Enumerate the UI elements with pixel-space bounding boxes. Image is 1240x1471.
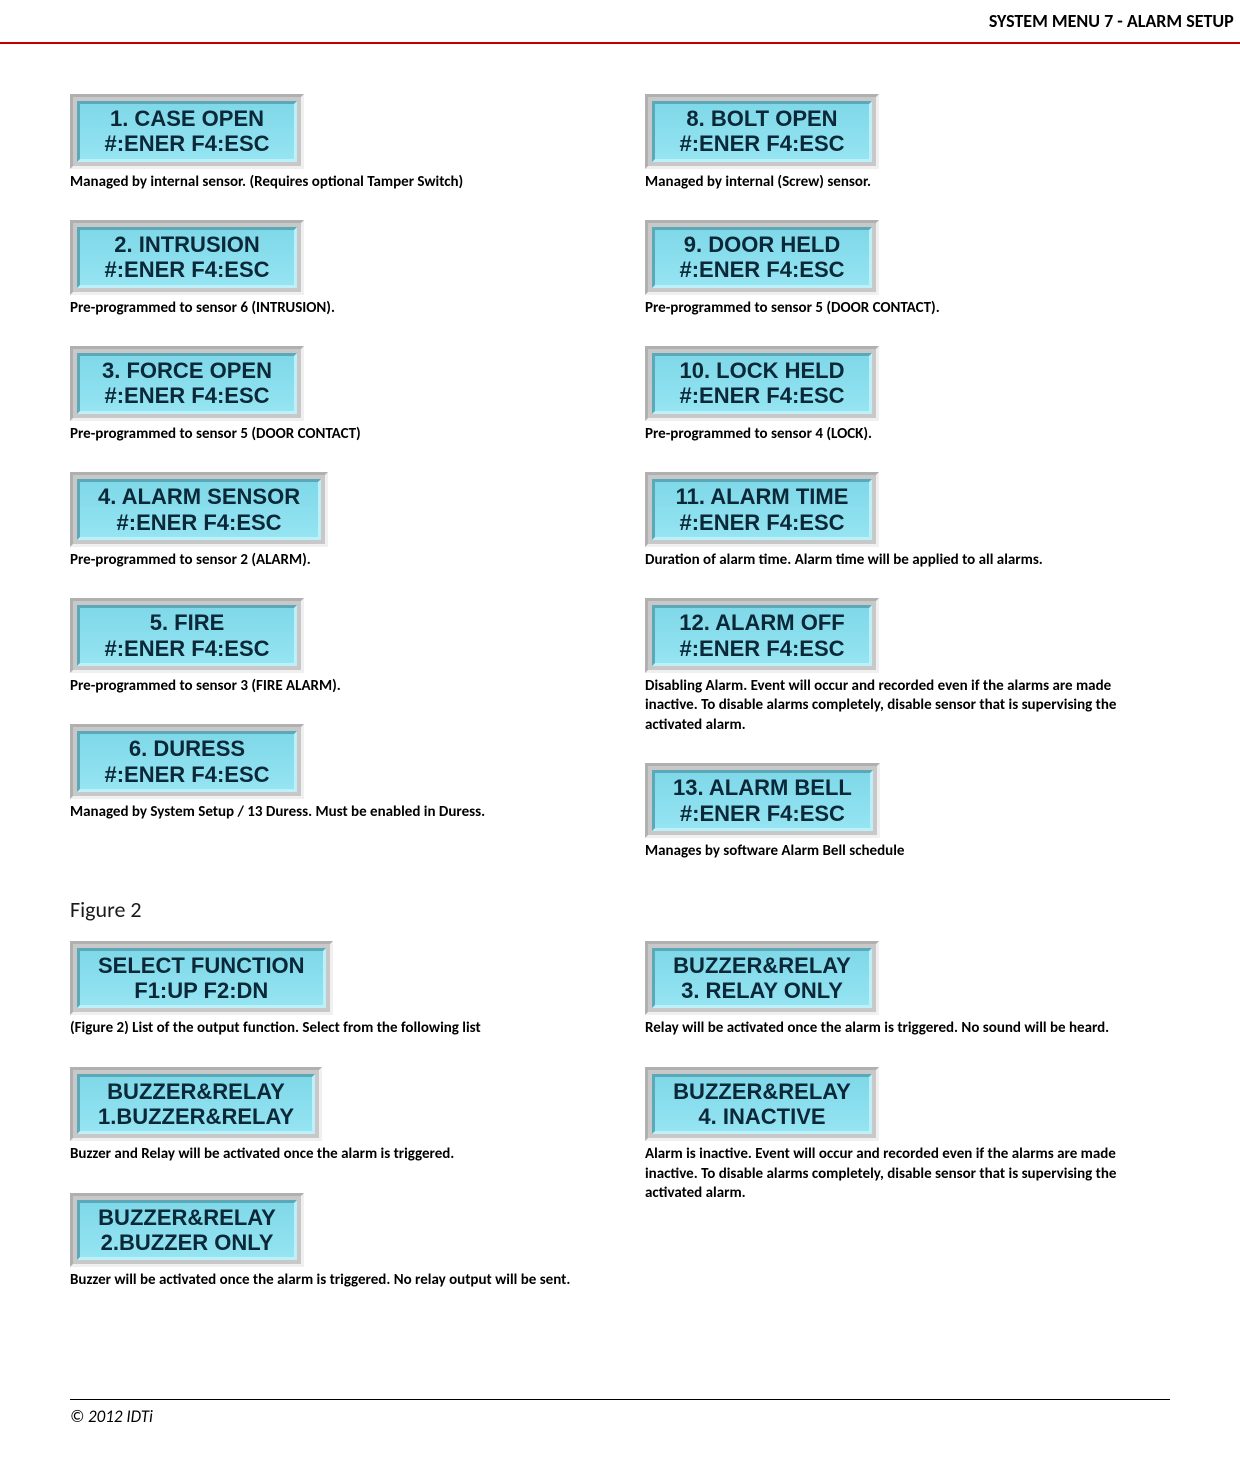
lcd-panel: 13. ALARM BELL#:ENER F4:ESC [645,763,880,838]
lcd-line1: 13. ALARM BELL [673,775,852,800]
lcd-panel: 8. BOLT OPEN#:ENER F4:ESC [645,94,879,169]
menu-item: 4. ALARM SENSOR#:ENER F4:ESC Pre-programm… [70,472,575,570]
lcd-panel: 2. INTRUSION#:ENER F4:ESC [70,220,304,295]
lcd-panel: 6. DURESS#:ENER F4:ESC [70,724,304,799]
lcd-panel: 4. ALARM SENSOR#:ENER F4:ESC [70,472,328,547]
lcd-panel: BUZZER&RELAY4. INACTIVE [645,1067,879,1142]
lcd-panel: 12. ALARM OFF#:ENER F4:ESC [645,598,879,673]
lcd-panel: BUZZER&RELAY2.BUZZER ONLY [70,1193,304,1268]
lcd-panel: 3. FORCE OPEN#:ENER F4:ESC [70,346,304,421]
lcd-line2: #:ENER F4:ESC [98,383,276,408]
lcd-line1: 11. ALARM TIME [673,484,851,509]
lcd-panel: BUZZER&RELAY3. RELAY ONLY [645,941,879,1016]
lcd-line1: 4. ALARM SENSOR [98,484,300,509]
menu-item: 9. DOOR HELD#:ENER F4:ESC Pre-programmed … [645,220,1150,318]
lcd-line2: #:ENER F4:ESC [673,510,851,535]
lcd-line1: BUZZER&RELAY [98,1079,294,1104]
menu-item: BUZZER&RELAY3. RELAY ONLY Relay will be a… [645,941,1150,1039]
lcd-line1: 5. FIRE [98,610,276,635]
lcd-panel: SELECT FUNCTIONF1:UP F2:DN [70,941,333,1016]
item-desc: Pre-programmed to sensor 5 (DOOR CONTACT… [645,299,1150,319]
section-1-columns: 1. CASE OPEN#:ENER F4:ESCManaged by inte… [70,94,1170,890]
menu-item: 8. BOLT OPEN#:ENER F4:ESC Managed by inte… [645,94,1150,192]
lcd-panel: 9. DOOR HELD#:ENER F4:ESC [645,220,879,295]
lcd-panel: 10. LOCK HELD#:ENER F4:ESC [645,346,879,421]
item-desc: Alarm is inactive. Event will occur and … [645,1145,1150,1204]
lcd-line2: #:ENER F4:ESC [673,801,852,826]
menu-item: 6. DURESS#:ENER F4:ESC Managed by System … [70,724,575,822]
lcd-line2: 3. RELAY ONLY [673,978,851,1003]
lcd-line2: 2.BUZZER ONLY [98,1230,276,1255]
lcd-line1: 3. FORCE OPEN [98,358,276,383]
right-column-2: BUZZER&RELAY3. RELAY ONLYRelay will be a… [645,941,1150,1319]
lcd-panel: BUZZER&RELAY1.BUZZER&RELAY [70,1067,322,1142]
lcd-line1: BUZZER&RELAY [673,953,851,978]
menu-item: 3. FORCE OPEN#:ENER F4:ESC Pre-programmed… [70,346,575,444]
item-desc: Pre-programmed to sensor 3 (FIRE ALARM). [70,677,575,697]
item-desc: Managed by System Setup / 13 Duress. Mus… [70,803,575,823]
left-column-2: SELECT FUNCTIONF1:UP F2:DN (Figure 2) Lis… [70,941,575,1319]
lcd-line2: 1.BUZZER&RELAY [98,1104,294,1129]
lcd-line2: #:ENER F4:ESC [98,762,276,787]
lcd-line2: #:ENER F4:ESC [673,131,851,156]
item-desc: Pre-programmed to sensor 5 (DOOR CONTACT… [70,425,575,445]
lcd-line1: 6. DURESS [98,736,276,761]
menu-item: BUZZER&RELAY2.BUZZER ONLY Buzzer will be … [70,1193,575,1291]
lcd-line1: BUZZER&RELAY [673,1079,851,1104]
menu-item: 12. ALARM OFF#:ENER F4:ESCDisabling Alar… [645,598,1150,735]
menu-item: BUZZER&RELAY4. INACTIVEAlarm is inactive… [645,1067,1150,1204]
menu-item: 13. ALARM BELL#:ENER F4:ESC Manages by so… [645,763,1150,861]
right-column-1: 8. BOLT OPEN#:ENER F4:ESCManaged by inte… [645,94,1150,890]
lcd-line1: 8. BOLT OPEN [673,106,851,131]
item-desc: Relay will be activated once the alarm i… [645,1019,1150,1039]
header-title: SYSTEM MENU 7 - ALARM SETUP [975,0,1240,42]
menu-item: 11. ALARM TIME#:ENER F4:ESC Duration of a… [645,472,1150,570]
item-desc: Managed by internal sensor. (Requires op… [70,173,575,193]
figure-label: Figure 2 [70,896,1170,923]
item-desc: Disabling Alarm. Event will occur and re… [645,677,1150,736]
lcd-line2: #:ENER F4:ESC [98,257,276,282]
lcd-panel: 1. CASE OPEN#:ENER F4:ESC [70,94,304,169]
lcd-line2: #:ENER F4:ESC [673,636,851,661]
lcd-line2: #:ENER F4:ESC [673,383,851,408]
item-desc: Pre-programmed to sensor 2 (ALARM). [70,551,575,571]
menu-item: BUZZER&RELAY1.BUZZER&RELAY Buzzer and Rel… [70,1067,575,1165]
lcd-line1: 12. ALARM OFF [673,610,851,635]
lcd-line2: F1:UP F2:DN [98,978,305,1003]
menu-item: 1. CASE OPEN#:ENER F4:ESC Managed by inte… [70,94,575,192]
lcd-line1: 9. DOOR HELD [673,232,851,257]
item-desc: Managed by internal (Screw) sensor. [645,173,1150,193]
left-column-1: 1. CASE OPEN#:ENER F4:ESCManaged by inte… [70,94,575,890]
item-desc: (Figure 2) List of the output function. … [70,1019,575,1039]
section-2-columns: SELECT FUNCTIONF1:UP F2:DN (Figure 2) Lis… [70,941,1170,1319]
item-desc: Buzzer and Relay will be activated once … [70,1145,575,1165]
menu-item: 10. LOCK HELD#:ENER F4:ESC Pre-programmed… [645,346,1150,444]
lcd-line1: 1. CASE OPEN [98,106,276,131]
lcd-line2: #:ENER F4:ESC [98,636,276,661]
item-desc: Buzzer will be activated once the alarm … [70,1271,575,1291]
page-header: SYSTEM MENU 7 - ALARM SETUP 60 [0,0,1240,44]
lcd-line1: SELECT FUNCTION [98,953,305,978]
item-desc: Pre-programmed to sensor 6 (INTRUSION). [70,299,575,319]
lcd-line2: #:ENER F4:ESC [98,131,276,156]
lcd-panel: 11. ALARM TIME#:ENER F4:ESC [645,472,879,547]
menu-item: SELECT FUNCTIONF1:UP F2:DN (Figure 2) Lis… [70,941,575,1039]
item-desc: Manages by software Alarm Bell schedule [645,842,1150,862]
item-desc: Duration of alarm time. Alarm time will … [645,551,1150,571]
lcd-panel: 5. FIRE#:ENER F4:ESC [70,598,304,673]
lcd-line1: BUZZER&RELAY [98,1205,276,1230]
lcd-line1: 2. INTRUSION [98,232,276,257]
lcd-line2: #:ENER F4:ESC [673,257,851,282]
lcd-line2: 4. INACTIVE [673,1104,851,1129]
menu-item: 5. FIRE#:ENER F4:ESC Pre-programmed to se… [70,598,575,696]
item-desc: Pre-programmed to sensor 4 (LOCK). [645,425,1150,445]
menu-item: 2. INTRUSION#:ENER F4:ESC Pre-programmed … [70,220,575,318]
footer-copyright: © 2012 IDTi [70,1399,1170,1427]
lcd-line2: #:ENER F4:ESC [98,510,300,535]
lcd-line1: 10. LOCK HELD [673,358,851,383]
